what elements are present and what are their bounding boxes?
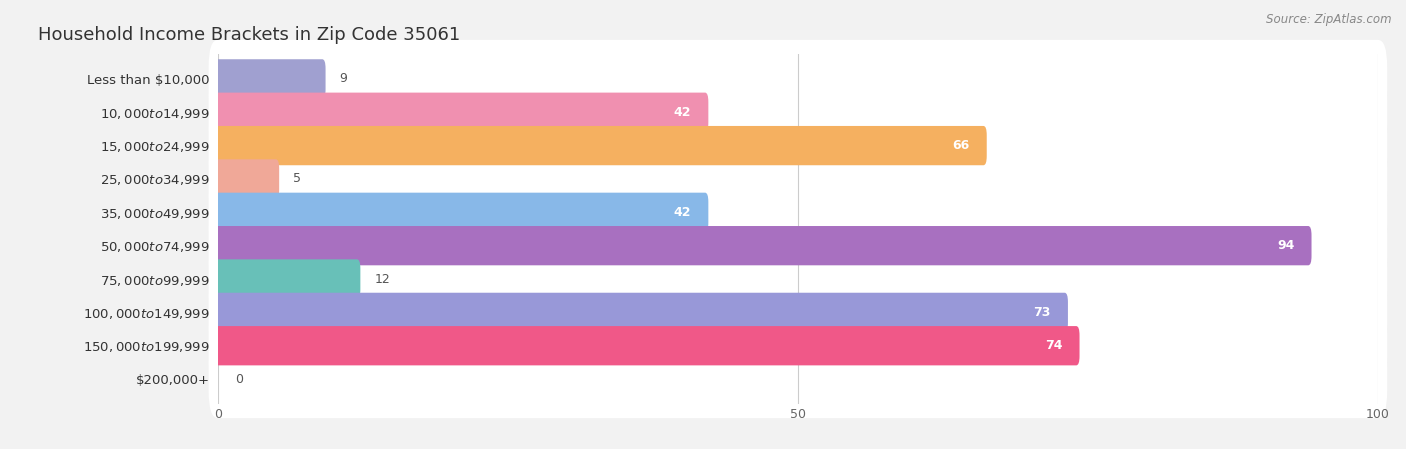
Text: Household Income Brackets in Zip Code 35061: Household Income Brackets in Zip Code 35… [38,26,460,44]
FancyBboxPatch shape [208,273,1388,352]
FancyBboxPatch shape [215,226,1312,265]
FancyBboxPatch shape [208,240,1388,318]
FancyBboxPatch shape [215,92,709,132]
FancyBboxPatch shape [208,106,1388,185]
Text: 73: 73 [1033,306,1050,319]
Text: Source: ZipAtlas.com: Source: ZipAtlas.com [1267,13,1392,26]
FancyBboxPatch shape [215,293,1069,332]
Text: 9: 9 [340,72,347,85]
FancyBboxPatch shape [208,40,1388,118]
Text: 5: 5 [294,172,301,185]
Text: 66: 66 [952,139,970,152]
FancyBboxPatch shape [215,59,326,98]
Text: 74: 74 [1045,339,1063,352]
FancyBboxPatch shape [215,326,1080,365]
FancyBboxPatch shape [215,193,709,232]
FancyBboxPatch shape [215,159,280,198]
Text: 42: 42 [673,206,692,219]
FancyBboxPatch shape [208,73,1388,151]
FancyBboxPatch shape [215,260,360,299]
Text: 94: 94 [1277,239,1295,252]
FancyBboxPatch shape [208,173,1388,251]
Text: 12: 12 [374,273,391,286]
FancyBboxPatch shape [208,340,1388,418]
Text: 0: 0 [235,373,243,386]
FancyBboxPatch shape [215,126,987,165]
FancyBboxPatch shape [208,140,1388,218]
FancyBboxPatch shape [208,307,1388,385]
Text: 42: 42 [673,106,692,119]
FancyBboxPatch shape [208,207,1388,285]
